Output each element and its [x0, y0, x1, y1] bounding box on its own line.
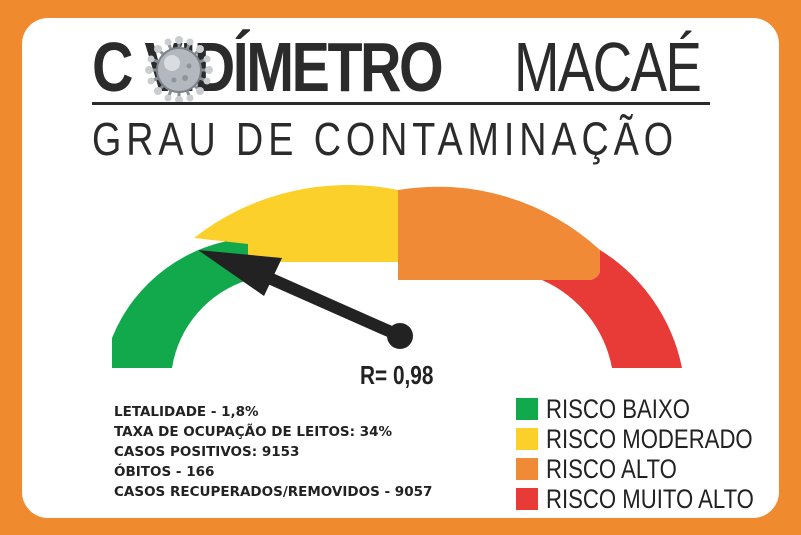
stat-obitos: ÓBITOS - 166: [114, 464, 215, 480]
stat-casos-recuperados: CASOS RECUPERADOS/REMOVIDOS - 9057: [114, 484, 433, 500]
legend-label: RISCO MODERADO: [546, 423, 753, 454]
legend-swatch: [516, 428, 538, 450]
stat-ocupacao-leitos: TAXA DE OCUPAÇÃO DE LEITOS: 34%: [114, 424, 393, 440]
legend-swatch: [516, 398, 538, 420]
risk-gauge: [112, 184, 682, 368]
title-macae: MACAÉ: [514, 28, 702, 106]
gauge-segment-alto: [398, 186, 600, 281]
subtitle: GRAU DE CONTAMINAÇÃO: [92, 113, 679, 165]
r-value-label: R= 0,98: [360, 360, 434, 390]
covidimetro-card: C VIDÍMETRO: [22, 18, 779, 518]
legend-item-baixo: RISCO BAIXO: [516, 394, 779, 424]
risk-legend: RISCO BAIXO RISCO MODERADO RISCO ALTO RI…: [516, 394, 779, 514]
stats-block: LETALIDADE - 1,8% TAXA DE OCUPAÇÃO DE LE…: [114, 402, 432, 502]
gauge-segment-muito-alto: [542, 250, 682, 368]
legend-swatch: [516, 458, 538, 480]
legend-label: RISCO ALTO: [546, 453, 677, 484]
stat-letalidade: LETALIDADE - 1,8%: [114, 404, 259, 420]
gauge-segment-baixo: [112, 238, 248, 368]
stat-casos-positivos: CASOS POSITIVOS: 9153: [114, 444, 300, 460]
legend-item-alto: RISCO ALTO: [516, 454, 779, 484]
legend-item-muito-alto: RISCO MUITO ALTO: [516, 484, 779, 514]
legend-label: RISCO MUITO ALTO: [546, 483, 754, 514]
legend-label: RISCO BAIXO: [546, 393, 690, 424]
legend-swatch: [516, 488, 538, 510]
gauge-segment-moderado: [194, 184, 398, 262]
legend-item-moderado: RISCO MODERADO: [516, 424, 779, 454]
title-underline: [92, 102, 710, 105]
gauge-needle: [198, 250, 413, 349]
